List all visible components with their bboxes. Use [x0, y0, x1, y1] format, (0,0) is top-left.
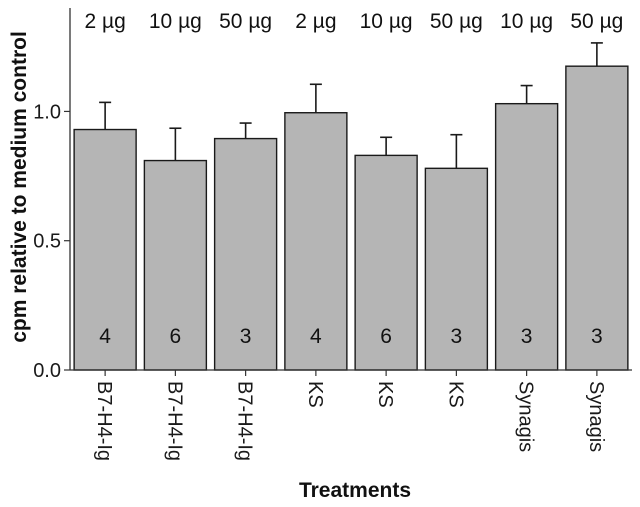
- y-axis-title: cpm relative to medium control: [8, 31, 31, 343]
- x-tick-label: Synagis: [515, 381, 537, 452]
- bar: [424, 167, 489, 371]
- bar: [565, 65, 629, 371]
- dose-label: 10 µg: [360, 10, 413, 33]
- y-tick-label: 0.0: [33, 360, 61, 382]
- dose-label: 10 µg: [149, 10, 202, 33]
- y-axis: 0.0 0.5 1.0: [33, 8, 71, 382]
- bar-n-label: 3: [451, 325, 463, 348]
- x-tick-label: KS: [304, 381, 326, 408]
- dose-label: 50 µg: [570, 10, 623, 33]
- bar: [73, 128, 137, 371]
- bar-n-label: 4: [310, 325, 322, 348]
- dose-label: 50 µg: [430, 10, 483, 33]
- n-labels-group: 4 6 3 4 6 3 3 3: [99, 325, 602, 348]
- x-axis: B7-H4-Ig B7-H4-Ig B7-H4-Ig KS KS KS Synagis Syn…: [70, 369, 632, 461]
- x-tick-label: B7-H4-Ig: [234, 381, 256, 461]
- bar-n-label: 6: [380, 325, 392, 348]
- x-tick-label: KS: [374, 381, 396, 408]
- x-tick-label: B7-H4-Ig: [93, 381, 115, 461]
- bar: [143, 159, 208, 371]
- x-tick-label: Synagis: [585, 381, 607, 452]
- error-bars-group: [99, 42, 603, 169]
- dose-label: 2 µg: [295, 10, 336, 33]
- bar-n-label: 3: [591, 325, 603, 348]
- x-tick-label: B7-H4-Ig: [163, 381, 185, 461]
- dose-label: 10 µg: [500, 10, 553, 33]
- bar-n-label: 6: [170, 325, 182, 348]
- dose-label: 50 µg: [219, 10, 272, 33]
- bars-group: [73, 65, 629, 371]
- y-tick-label: 1.0: [33, 101, 61, 123]
- y-tick-label: 0.5: [33, 231, 61, 253]
- dose-label: 2 µg: [84, 10, 125, 33]
- x-axis-title: Treatments: [299, 479, 411, 502]
- bar-n-label: 4: [99, 325, 111, 348]
- dose-labels-group: 2 µg 10 µg 50 µg 2 µg 10 µg 50 µg 10 µg 50 µg: [84, 10, 623, 33]
- bar: [284, 112, 348, 371]
- x-tick-label: KS: [444, 381, 466, 408]
- bar-n-label: 3: [521, 325, 533, 348]
- bar-n-label: 3: [240, 325, 252, 348]
